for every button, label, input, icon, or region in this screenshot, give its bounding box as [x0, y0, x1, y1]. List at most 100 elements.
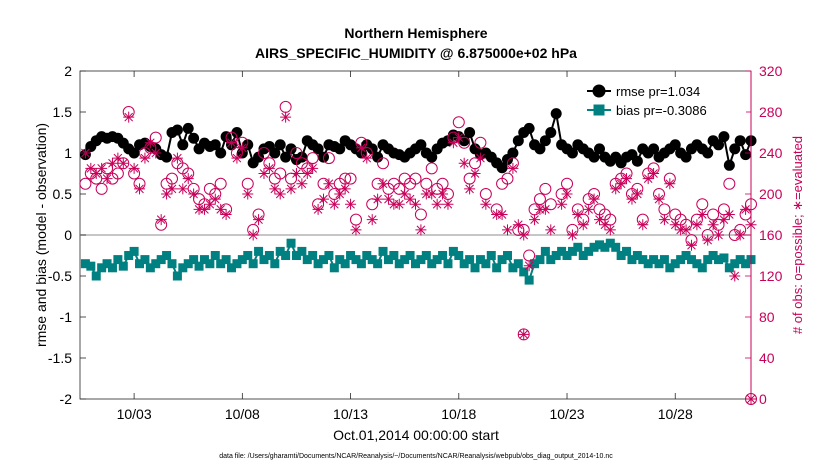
evaluated-point [713, 229, 725, 241]
bias-point [714, 255, 724, 265]
bias-point [199, 255, 209, 265]
rmse-point [496, 162, 508, 174]
evaluated-point [242, 188, 254, 200]
bias-point [432, 255, 442, 265]
bias-point [162, 251, 172, 260]
rmse-point [182, 122, 194, 134]
rmse-point [161, 151, 173, 163]
evaluated-point [539, 203, 551, 215]
evaluated-point [274, 188, 286, 200]
y-left-tick-label: -0.5 [48, 268, 72, 284]
rmse-point [718, 131, 730, 143]
rmse-point [415, 139, 427, 151]
evaluated-point [729, 270, 741, 282]
bias-point [216, 259, 226, 269]
rmse-point [366, 143, 378, 155]
bias-point [443, 259, 453, 269]
possible-point [414, 208, 427, 221]
bias-point [259, 255, 269, 265]
bias-point [291, 251, 301, 260]
bias-point [530, 259, 540, 269]
evaluated-point [702, 234, 714, 246]
evaluated-point [226, 137, 238, 149]
evaluated-point [355, 142, 367, 154]
bias-point [124, 251, 134, 260]
bias-point [421, 251, 431, 260]
legend-bias-marker [593, 104, 605, 116]
bias-point [221, 255, 231, 265]
rmse-point [334, 143, 346, 155]
bias-point [389, 251, 399, 260]
rmse-point [464, 127, 476, 138]
y-right-tick-label: 120 [759, 268, 783, 284]
evaluated-point [583, 203, 595, 215]
evaluated-point [209, 193, 221, 205]
evaluated-point [507, 162, 519, 174]
legend-box [582, 77, 746, 121]
evaluated-point [572, 209, 584, 220]
evaluated-point [545, 224, 557, 236]
bias-point [427, 259, 437, 269]
evaluated-point [318, 193, 330, 205]
bias-point [340, 259, 350, 269]
bias-point [741, 259, 751, 269]
evaluated-point [382, 193, 394, 205]
bias-point [448, 246, 458, 256]
rmse-point [545, 127, 557, 138]
x-axis-label: Oct.01,2014 00:00:00 start [333, 427, 499, 443]
y-right-tick-label: 160 [759, 227, 783, 243]
bias-point [438, 251, 448, 260]
bias-point [730, 259, 740, 269]
evaluated-point [123, 111, 135, 123]
bias-point [627, 255, 637, 265]
evaluated-point [328, 198, 340, 210]
bias-point [362, 251, 372, 260]
rmse-point [593, 143, 605, 155]
rmse-point [539, 135, 551, 147]
evaluated-point [496, 209, 508, 220]
bias-point [178, 263, 188, 273]
bias-point [703, 255, 713, 265]
y-right-tick-label: 240 [759, 145, 783, 161]
y-right-tick-label: 200 [759, 186, 783, 202]
rmse-point [648, 143, 660, 155]
possible-point [214, 177, 227, 190]
evaluated-point [285, 183, 297, 195]
bias-point [616, 251, 626, 260]
rmse-point [702, 147, 714, 159]
possible-point [501, 172, 514, 185]
rmse-point [723, 159, 735, 171]
bias-point [270, 259, 280, 269]
bias-point [264, 251, 274, 260]
bias-point [86, 261, 96, 271]
evaluated-point [253, 214, 265, 226]
possible-point [79, 177, 92, 190]
evaluated-point [664, 178, 676, 190]
evaluated-point [204, 198, 216, 210]
possible-point [539, 182, 552, 195]
bias-point [243, 251, 253, 260]
bias-point [670, 259, 680, 269]
y-right-tick-label: 40 [759, 350, 775, 366]
rmse-point [523, 122, 535, 134]
bias-point [524, 275, 534, 285]
evaluated-point [117, 157, 129, 169]
evaluated-point-outlier [518, 328, 530, 340]
bias-point [145, 263, 155, 273]
bias-point [335, 255, 345, 265]
evaluated-point [604, 224, 616, 236]
evaluated-point [680, 224, 692, 236]
y-left-tick-label: -2 [60, 391, 73, 407]
rmse-point [296, 151, 308, 163]
rmse-point [680, 151, 692, 163]
evaluated-point [588, 193, 600, 205]
evaluated-point [182, 173, 194, 185]
rmse-point [734, 135, 746, 147]
evaluated-point [198, 203, 210, 215]
bias-point [686, 255, 696, 265]
bias-point [486, 251, 496, 260]
evaluated-point [345, 198, 357, 210]
possible-point [409, 172, 422, 185]
rmse-point [215, 147, 227, 159]
bias-point [167, 259, 177, 269]
